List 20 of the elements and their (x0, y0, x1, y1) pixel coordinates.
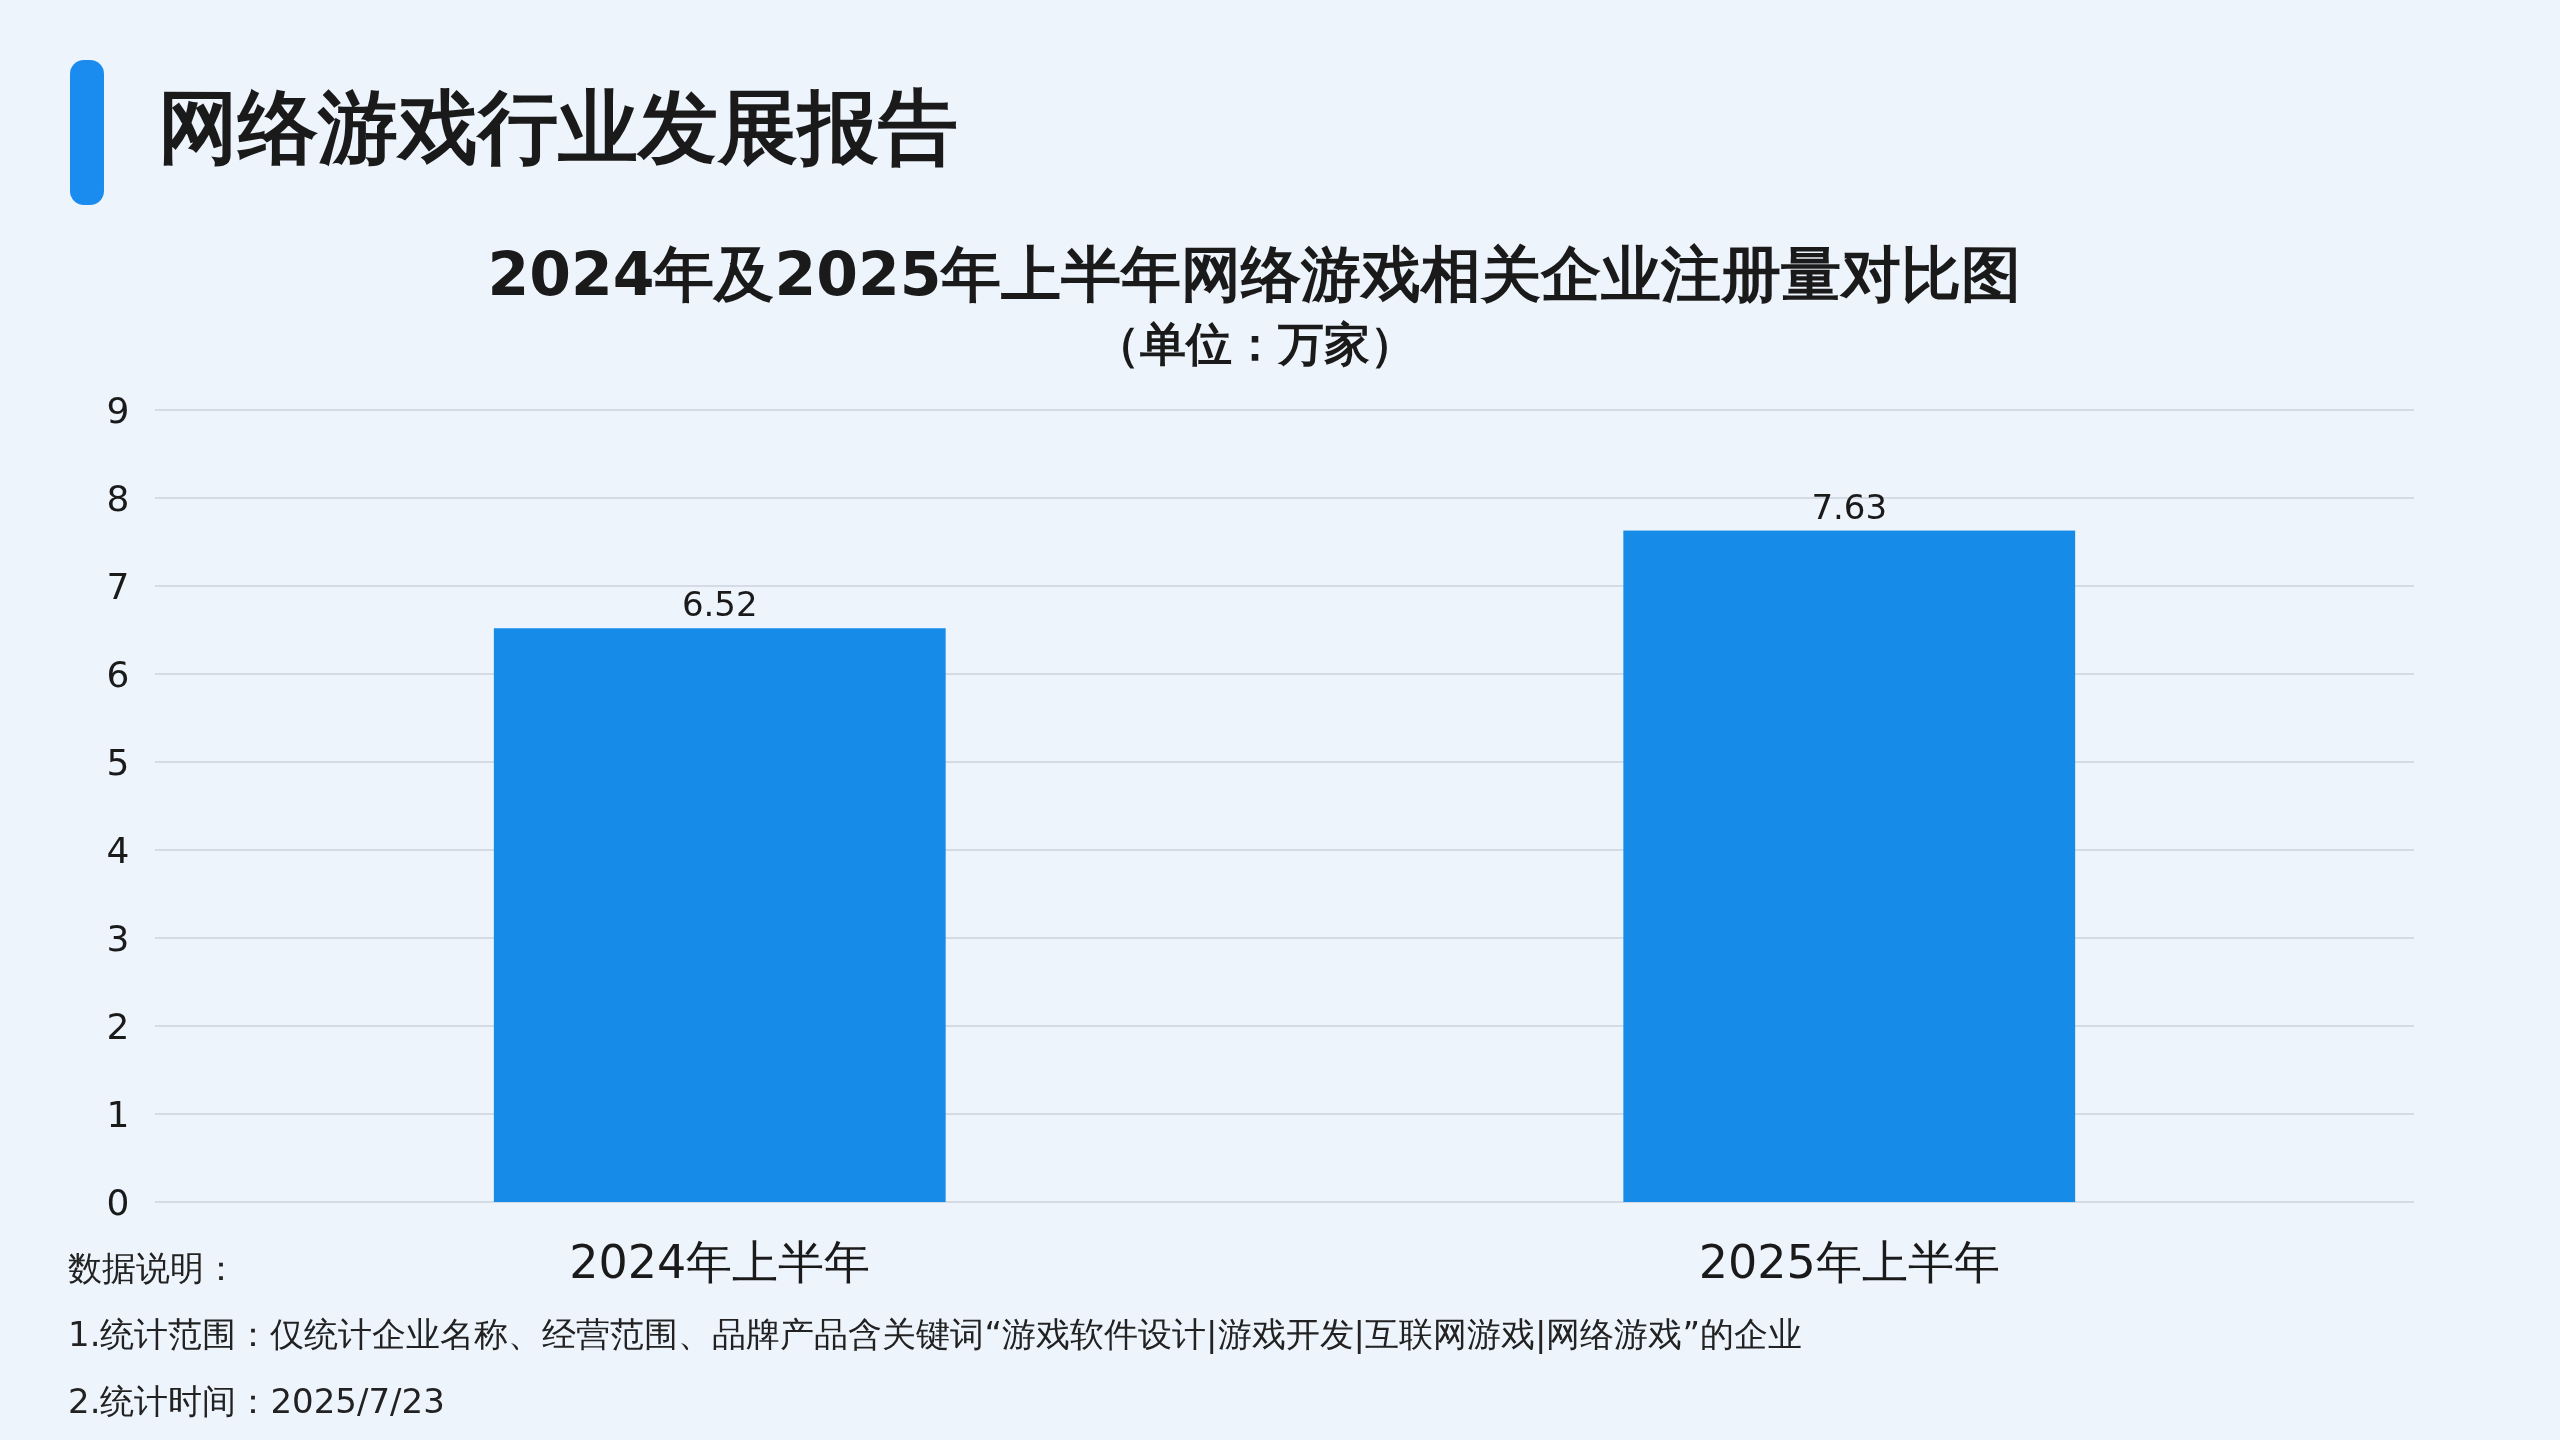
text: 网络游戏行业发展报告 (158, 81, 958, 174)
chart-title: 2024年及2025年上半年网络游戏相关企业注册量对比图 (487, 239, 2022, 309)
y-tick-label: 4 (106, 830, 130, 871)
text: 2.统计时间：2025/7/23 (68, 1381, 445, 1421)
y-tick-label: 7 (106, 566, 130, 607)
text: 数据说明： (68, 1248, 238, 1288)
y-tick-label: 9 (106, 390, 130, 431)
x-tick-label: 2024年上半年 (569, 1235, 871, 1289)
data-label: 6.52 (681, 584, 758, 625)
data-label: 7.63 (1811, 486, 1888, 527)
y-tick-label: 6 (106, 654, 130, 695)
chart-subtitle: （单位：万家） (1093, 317, 1416, 371)
y-tick-label: 2 (106, 1006, 130, 1047)
y-tick-label: 3 (106, 918, 130, 959)
y-tick-label: 5 (106, 742, 130, 783)
y-tick-label: 1 (106, 1094, 130, 1135)
x-tick-label: 2025年上半年 (1698, 1235, 2000, 1289)
y-tick-label: 8 (106, 478, 130, 519)
y-tick-label: 0 (106, 1182, 130, 1223)
text: 1.统计范围：仅统计企业名称、经营范围、品牌产品含关键词“游戏软件设计|游戏开发|互联网游戏|网络游戏”的企业 (68, 1314, 1803, 1354)
